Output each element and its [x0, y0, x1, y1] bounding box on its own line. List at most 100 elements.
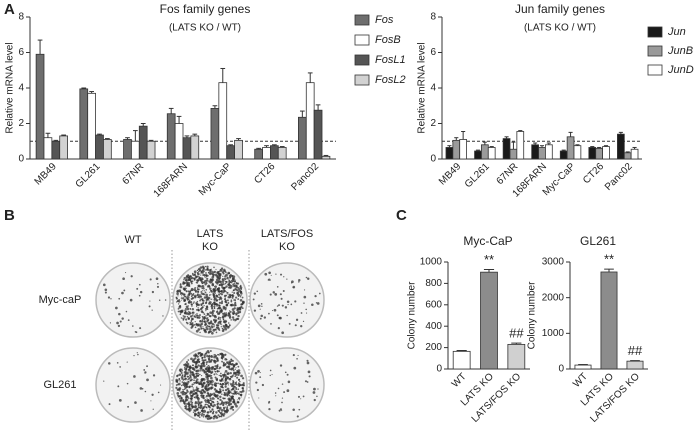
colony — [126, 361, 128, 363]
colony — [194, 397, 196, 399]
colony — [298, 281, 300, 283]
colony — [306, 361, 310, 365]
colony — [224, 372, 226, 374]
colony — [199, 320, 202, 323]
panel-label: A — [4, 1, 15, 18]
colony — [203, 305, 205, 307]
colony — [222, 272, 225, 275]
colony — [220, 290, 223, 292]
colony — [228, 278, 230, 280]
colony — [127, 405, 130, 408]
colony — [239, 296, 242, 298]
colony — [211, 278, 214, 282]
colony — [223, 412, 226, 416]
colony — [222, 283, 225, 286]
colony — [198, 276, 202, 279]
colony — [222, 286, 226, 290]
colony — [211, 379, 214, 382]
colony — [235, 282, 238, 285]
colony — [257, 370, 260, 373]
colony — [210, 400, 212, 402]
colony — [211, 383, 214, 386]
colony — [192, 364, 194, 367]
bar — [445, 147, 454, 160]
colony — [212, 292, 214, 294]
colony — [237, 310, 239, 313]
x-tick-label: GL261 — [74, 161, 103, 190]
colony — [179, 313, 182, 316]
colony — [215, 297, 217, 299]
colony — [228, 324, 231, 326]
colony — [209, 272, 212, 276]
colony — [206, 389, 209, 392]
colony — [224, 313, 228, 317]
colony — [316, 302, 320, 305]
colony — [223, 364, 225, 366]
x-tick-label: MB49 — [33, 161, 60, 188]
colony — [202, 396, 205, 400]
colony — [233, 291, 236, 295]
colony — [316, 395, 318, 398]
colony — [284, 306, 288, 309]
colony — [237, 290, 240, 293]
colony — [186, 381, 189, 385]
bar — [254, 148, 263, 160]
colony — [206, 407, 208, 409]
colony — [203, 356, 206, 359]
colony — [228, 365, 231, 368]
colony — [208, 325, 210, 328]
colony — [191, 373, 195, 377]
x-tick-label: WT — [571, 371, 590, 390]
colony — [300, 325, 303, 328]
colony — [198, 295, 201, 298]
colony — [226, 381, 229, 385]
colony — [214, 285, 217, 288]
colony — [206, 418, 208, 420]
colony — [224, 381, 226, 384]
colony — [215, 278, 219, 282]
bar — [95, 134, 104, 160]
colony — [188, 381, 190, 383]
panel-label: C — [396, 207, 407, 224]
colony — [230, 274, 233, 277]
colony — [222, 404, 225, 407]
colony — [210, 386, 213, 389]
colony — [218, 411, 221, 414]
colony — [182, 379, 184, 381]
colony — [229, 397, 231, 399]
colony — [224, 353, 227, 356]
colony — [215, 331, 218, 334]
colony — [185, 287, 187, 289]
colony — [218, 283, 221, 287]
y-tick-label: 2000 — [542, 292, 565, 303]
colony — [225, 374, 227, 376]
colony — [222, 328, 225, 331]
colony — [197, 369, 200, 372]
colony — [258, 397, 260, 399]
colony — [191, 276, 194, 280]
colony — [208, 269, 212, 272]
colony — [146, 365, 148, 368]
colony — [191, 400, 193, 402]
colony — [186, 390, 189, 393]
colony — [198, 401, 200, 404]
colony — [193, 316, 195, 318]
colony — [227, 276, 229, 279]
colony — [264, 272, 268, 276]
colony — [195, 302, 198, 305]
row-label: GL261 — [43, 379, 76, 391]
colony — [224, 401, 228, 404]
colony — [259, 376, 262, 378]
colony — [125, 310, 128, 313]
colony — [188, 404, 190, 407]
colony — [268, 278, 271, 281]
colony — [216, 373, 218, 376]
colony — [207, 404, 210, 407]
colony — [277, 327, 280, 330]
colony — [197, 398, 199, 400]
colony — [218, 353, 221, 355]
colony — [209, 397, 212, 400]
colony — [317, 388, 319, 390]
colony — [197, 387, 200, 390]
y-tick-label: 0 — [436, 364, 442, 375]
